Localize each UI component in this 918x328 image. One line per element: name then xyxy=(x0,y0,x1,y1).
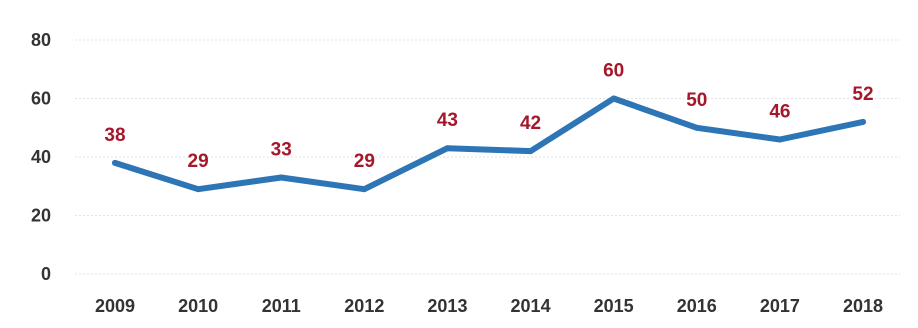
data-point xyxy=(776,136,783,143)
data-label: 29 xyxy=(188,151,209,172)
x-tick-label: 2010 xyxy=(178,296,218,316)
x-tick-label: 2012 xyxy=(344,296,384,316)
y-tick-label: 20 xyxy=(31,206,51,226)
series-group xyxy=(112,95,866,193)
data-point xyxy=(860,118,866,125)
data-labels: 38 29 33 29 43 42 60 50 46 52 xyxy=(104,61,873,173)
data-label: 46 xyxy=(769,101,790,122)
y-tick-label: 0 xyxy=(41,264,51,284)
data-label: 60 xyxy=(603,61,624,82)
data-label: 52 xyxy=(852,84,873,105)
y-tick-label: 80 xyxy=(31,30,51,50)
data-point xyxy=(195,186,202,193)
x-tick-label: 2018 xyxy=(843,296,883,316)
data-point xyxy=(278,174,285,181)
data-label: 33 xyxy=(271,139,292,160)
x-tick-label: 2013 xyxy=(427,296,467,316)
y-axis-tick-labels: 0 20 40 60 80 xyxy=(31,30,51,284)
data-label: 43 xyxy=(437,110,458,131)
x-axis-tick-labels: 2009 2010 2011 2012 2013 2014 2015 2016 2017 2018 xyxy=(95,296,883,316)
y-tick-label: 40 xyxy=(31,147,51,167)
series-line xyxy=(112,95,866,193)
data-point xyxy=(112,159,118,166)
data-label: 42 xyxy=(520,113,541,134)
grid-lines xyxy=(75,39,900,275)
data-label: 50 xyxy=(686,90,707,111)
x-tick-label: 2014 xyxy=(511,296,551,316)
y-tick-label: 60 xyxy=(31,89,51,109)
data-label: 29 xyxy=(354,151,375,172)
data-point xyxy=(361,186,368,193)
data-point xyxy=(527,148,534,155)
x-tick-label: 2017 xyxy=(760,296,800,316)
x-tick-label: 2015 xyxy=(594,296,634,316)
x-tick-label: 2009 xyxy=(95,296,135,316)
data-point xyxy=(444,145,451,152)
data-label: 38 xyxy=(104,125,125,146)
data-point xyxy=(693,124,700,131)
x-tick-label: 2016 xyxy=(677,296,717,316)
x-tick-label: 2011 xyxy=(262,296,301,316)
data-point xyxy=(610,95,617,102)
